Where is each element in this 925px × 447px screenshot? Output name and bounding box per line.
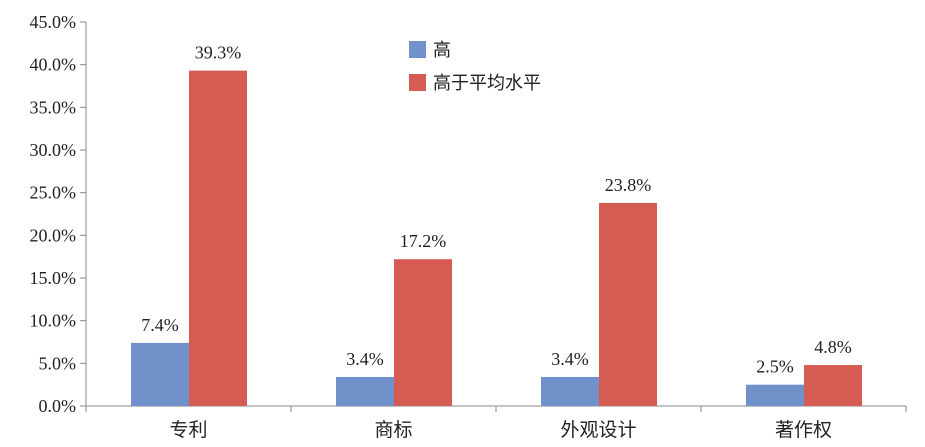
data-label: 17.2% [400, 231, 447, 251]
bar-above-average [804, 365, 862, 406]
bar-high [336, 376, 394, 406]
y-tick-label: 10.0% [30, 311, 77, 331]
bar-high [131, 342, 189, 406]
y-tick-label: 30.0% [30, 140, 77, 160]
legend-swatch [409, 74, 426, 91]
data-label: 3.4% [551, 349, 589, 369]
x-tick-label: 商标 [374, 419, 412, 441]
bar-above-average [189, 70, 247, 406]
data-label: 3.4% [346, 349, 384, 369]
y-tick-label: 5.0% [39, 353, 77, 373]
x-tick-label: 外观设计 [560, 419, 636, 441]
bar-above-average [599, 202, 657, 406]
y-tick-label: 45.0% [30, 12, 77, 32]
y-tick-label: 25.0% [30, 183, 77, 203]
y-tick-label: 15.0% [30, 268, 77, 288]
legend-label: 高于平均水平 [433, 73, 541, 94]
data-label: 39.3% [195, 43, 242, 63]
y-tick-label: 0.0% [39, 396, 77, 416]
bar-high [541, 376, 599, 406]
legend-swatch [409, 41, 426, 58]
x-axis: 专利 商标 外观设计 著作权 [85, 405, 907, 441]
data-label: 23.8% [605, 175, 652, 195]
y-tick-label: 35.0% [30, 97, 77, 117]
bar-high [746, 384, 804, 406]
x-tick-label: 专利 [169, 419, 207, 441]
bars [131, 70, 862, 406]
data-label: 7.4% [141, 315, 179, 335]
x-tick-label: 著作权 [775, 419, 832, 441]
y-axis: 0.0% 5.0% 10.0% 15.0% 20.0% 25.0% 30.0% 35.0% 40… [30, 12, 87, 416]
data-label: 4.8% [814, 337, 852, 357]
y-tick-label: 20.0% [30, 225, 77, 245]
legend-label: 高 [433, 40, 451, 61]
data-label: 2.5% [756, 357, 794, 377]
bar-above-average [394, 259, 452, 406]
y-tick-label: 40.0% [30, 55, 77, 75]
data-labels: 7.4% 3.4% 3.4% 2.5% 39.3% 17.2% 23.8% 4.8% [141, 43, 852, 377]
